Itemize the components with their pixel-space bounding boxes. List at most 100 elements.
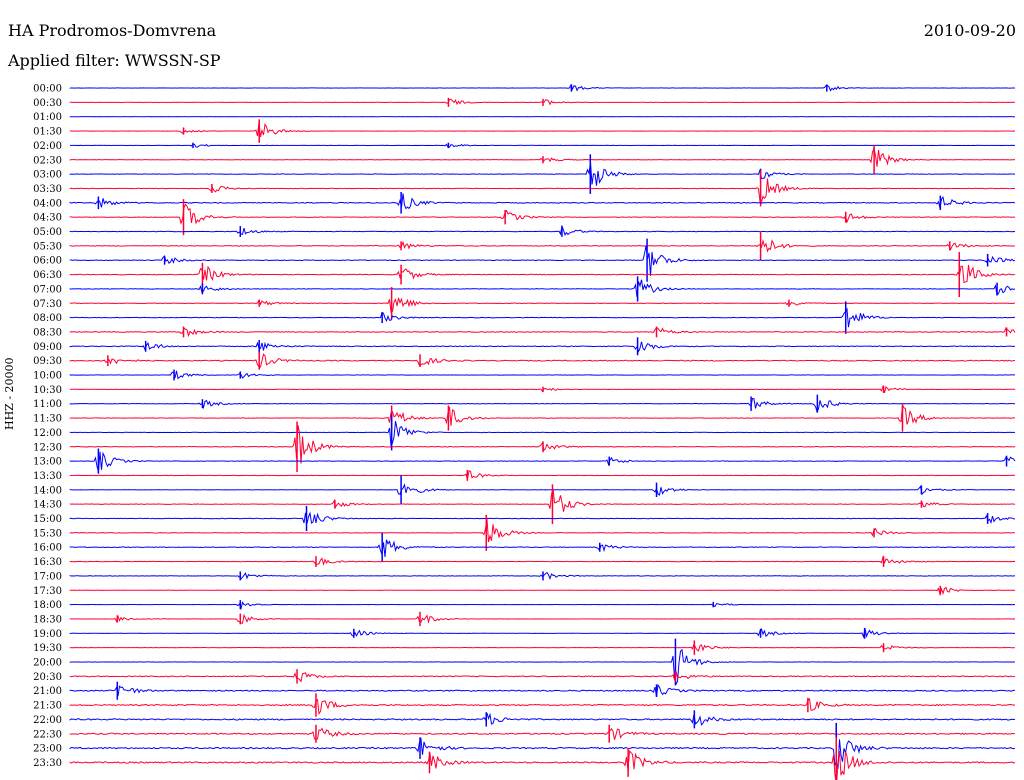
- time-tick-label: 06:00: [33, 256, 62, 267]
- time-tick-label: 14:00: [33, 485, 62, 496]
- time-tick-label: 04:00: [33, 198, 62, 209]
- time-tick-label: 10:00: [33, 371, 62, 382]
- time-tick-label: 16:30: [33, 557, 62, 568]
- time-tick-label: 09:30: [33, 356, 62, 367]
- trace-line-0830: [69, 327, 1016, 338]
- time-tick-label: 04:30: [33, 213, 62, 224]
- time-tick-label: 00:00: [33, 84, 62, 95]
- time-tick-label: 19:30: [33, 643, 62, 654]
- trace-line-0730: [69, 297, 1016, 313]
- time-tick-label: 18:30: [33, 614, 62, 625]
- time-tick-label: 03:30: [33, 184, 62, 195]
- time-tick-label: 06:30: [33, 270, 62, 281]
- time-tick-label: 15:00: [33, 514, 62, 525]
- trace-group: [69, 83, 1016, 780]
- trace-line-1900: [69, 628, 1016, 639]
- time-tick-label: 21:00: [33, 686, 62, 697]
- time-tick-label: 02:00: [33, 141, 62, 152]
- trace-line-2030: [69, 671, 1016, 683]
- trace-line-1530: [69, 518, 1016, 543]
- trace-line-1630: [69, 555, 1016, 566]
- trace-line-2330: [69, 749, 1016, 780]
- time-tick-label: 17:30: [33, 586, 62, 597]
- trace-line-1030: [69, 384, 1016, 393]
- time-tick-label: 05:00: [33, 227, 62, 238]
- trace-line-0000: [69, 83, 1016, 92]
- trace-line-0930: [69, 353, 1016, 368]
- time-tick-label: 22:00: [33, 715, 62, 726]
- time-tick-label: 14:30: [33, 500, 62, 511]
- trace-line-1230: [69, 425, 1016, 464]
- time-tick-label: 08:00: [33, 313, 62, 324]
- trace-line-1700: [69, 571, 1016, 580]
- time-tick-label: 11:30: [33, 414, 62, 425]
- time-tick-label: 02:30: [33, 155, 62, 166]
- trace-line-1200: [69, 421, 1016, 448]
- trace-line-1400: [69, 483, 1016, 496]
- time-tick-label: 22:30: [33, 729, 62, 740]
- trace-line-0600: [69, 245, 1016, 276]
- trace-line-2130: [69, 698, 1016, 716]
- trace-line-1100: [69, 397, 1016, 413]
- time-tick-label: 00:30: [33, 98, 62, 109]
- time-tick-label: 19:00: [33, 629, 62, 640]
- trace-line-1430: [69, 488, 1016, 512]
- trace-line-1800: [69, 601, 1016, 611]
- time-tick-label: 09:00: [33, 342, 62, 353]
- trace-line-0900: [69, 341, 1016, 353]
- time-tick-label: 03:00: [33, 170, 62, 181]
- time-tick-label: 08:30: [33, 327, 62, 338]
- trace-line-0800: [69, 307, 1016, 328]
- trace-line-0700: [69, 279, 1016, 298]
- trace-line-1300: [69, 451, 1016, 472]
- time-tick-label: 13:30: [33, 471, 62, 482]
- time-tick-label: 23:30: [33, 758, 62, 769]
- trace-line-0230: [69, 146, 1016, 167]
- time-tick-label: 12:00: [33, 428, 62, 439]
- trace-line-1930: [69, 642, 1016, 652]
- trace-line-1730: [69, 586, 1016, 597]
- time-tick-label: 16:00: [33, 543, 62, 554]
- trace-line-0500: [69, 224, 1016, 236]
- trace-line-1500: [69, 511, 1016, 524]
- trace-line-0430: [69, 203, 1016, 225]
- time-tick-label: 01:30: [33, 127, 62, 138]
- trace-line-0530: [69, 239, 1016, 253]
- time-tick-label: 10:30: [33, 385, 62, 396]
- time-tick-label: 15:30: [33, 528, 62, 539]
- time-tick-label: 12:30: [33, 442, 62, 453]
- time-tick-label: 01:00: [33, 112, 62, 123]
- time-tick-label: 13:00: [33, 457, 62, 468]
- trace-line-1130: [69, 403, 1015, 426]
- trace-line-0030: [69, 98, 1016, 106]
- time-tick-label: 17:00: [33, 571, 62, 582]
- trace-line-2300: [69, 737, 1016, 769]
- tick-labels: 00:00 00:30 01:00 01:30 02:00 02:30 03:00 03:30…: [33, 84, 62, 769]
- trace-line-2200: [69, 712, 1016, 726]
- trace-line-1600: [69, 539, 1016, 558]
- trace-line-1000: [69, 370, 1016, 380]
- trace-line-2230: [69, 727, 1016, 741]
- time-tick-label: 07:30: [33, 299, 62, 310]
- trace-line-2000: [69, 648, 1016, 686]
- trace-line-0400: [69, 193, 1016, 210]
- trace-line-0130: [69, 121, 1016, 138]
- time-tick-label: 18:00: [33, 600, 62, 611]
- time-tick-label: 20:00: [33, 658, 62, 669]
- record-date: 2010-09-20: [923, 21, 1016, 40]
- time-tick-label: 20:30: [33, 672, 62, 683]
- trace-line-0300: [69, 162, 1016, 186]
- station-title: HA Prodromos-Domvrena: [8, 21, 217, 40]
- trace-line-0200: [69, 143, 1015, 148]
- time-tick-label: 21:30: [33, 701, 62, 712]
- trace-line-0330: [69, 178, 1016, 203]
- trace-line-2100: [69, 683, 1016, 697]
- time-tick-label: 23:00: [33, 744, 62, 755]
- trace-line-1330: [69, 470, 1016, 480]
- trace-line-1830: [69, 613, 1016, 624]
- time-tick-label: 05:30: [33, 241, 62, 252]
- time-tick-label: 11:00: [33, 399, 62, 410]
- trace-line-0630: [69, 264, 1016, 284]
- filter-label: Applied filter: WWSSN-SP: [8, 51, 221, 70]
